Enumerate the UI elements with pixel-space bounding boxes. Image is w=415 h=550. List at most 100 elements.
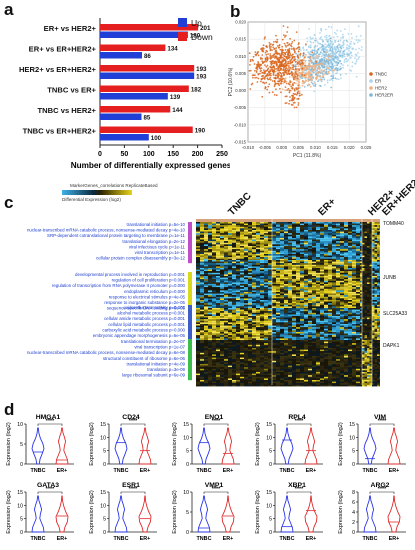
- heatmap-cell: [316, 288, 320, 291]
- heatmap-cell: [300, 260, 304, 262]
- heatmap-cell: [367, 298, 370, 300]
- heatmap-cell: [348, 288, 352, 291]
- heatmap-cell: [300, 258, 304, 261]
- heatmap-cell: [256, 274, 260, 276]
- scatter-point: [294, 71, 297, 74]
- heatmap-cell: [320, 279, 324, 281]
- scatter-point: [319, 70, 321, 73]
- heatmap-cell: [292, 249, 296, 251]
- heatmap-cell: [232, 234, 236, 237]
- heatmap-cell: [352, 234, 356, 237]
- scatter-point: [278, 44, 281, 47]
- heatmap-cell: [372, 231, 375, 234]
- heatmap-cell: [344, 258, 348, 261]
- heatmap-cell: [212, 263, 216, 265]
- heatmap-cell: [284, 261, 288, 264]
- heatmap-cell: [252, 311, 256, 313]
- heatmap-cell: [344, 228, 348, 230]
- heatmap-cell: [288, 260, 292, 262]
- y-tick-label: -0.005: [234, 105, 247, 110]
- heatmap-cell: [284, 254, 288, 256]
- heatmap-cell: [208, 309, 212, 312]
- scatter-point: [316, 75, 318, 78]
- scatter-point: [272, 71, 275, 74]
- scatter-point: [334, 56, 336, 59]
- heatmap-cell: [320, 269, 324, 272]
- scatter-point: [312, 41, 315, 44]
- heatmap-cell: [244, 295, 248, 297]
- heatmap-cell: [228, 223, 232, 226]
- heatmap-cell: [200, 222, 204, 224]
- heatmap-cell: [272, 271, 276, 273]
- scatter-point: [248, 52, 251, 55]
- heatmap-cell: [216, 263, 220, 265]
- heatmap-cell: [367, 274, 370, 276]
- heatmap-cell: [228, 317, 232, 320]
- heatmap-cell: [324, 252, 328, 254]
- heatmap-cell: [260, 258, 264, 261]
- heatmap-cell: [372, 255, 375, 258]
- heatmap-cell: [276, 279, 280, 281]
- heatmap-cell: [232, 250, 236, 253]
- heatmap-cell: [356, 264, 360, 267]
- heatmap-cell: [256, 260, 260, 262]
- heatmap-cell: [244, 317, 248, 320]
- heatmap-cell: [364, 269, 367, 272]
- heatmap-cell: [212, 303, 216, 305]
- scatter-point: [284, 102, 287, 105]
- scatter-point: [278, 59, 280, 62]
- heatmap-cell: [240, 284, 244, 286]
- heatmap-cell: [224, 223, 228, 226]
- scatter-point: [295, 48, 298, 50]
- heatmap-cell: [336, 314, 340, 316]
- heatmap-cell: [369, 242, 372, 245]
- scatter-point: [355, 35, 358, 38]
- heatmap-cell: [228, 234, 232, 237]
- heatmap-cell: [308, 247, 312, 250]
- heatmap-cell: [367, 249, 370, 251]
- heatmap-cell: [374, 276, 377, 278]
- scatter-point: [312, 69, 314, 71]
- heatmap-cell: [296, 300, 300, 302]
- heatmap-cell: [336, 271, 340, 273]
- heatmap-cell: [364, 268, 367, 270]
- heatmap-cell: [362, 231, 365, 234]
- heatmap-cell: [260, 296, 264, 299]
- heatmap-cell: [320, 280, 324, 283]
- scatter-point: [258, 65, 261, 67]
- heatmap-cell: [324, 298, 328, 300]
- scatter-point: [328, 44, 330, 46]
- scatter-point: [296, 74, 299, 77]
- heatmap-cell: [296, 255, 300, 258]
- scatter-point: [286, 31, 289, 33]
- heatmap-cell: [272, 266, 276, 268]
- scatter-point: [337, 58, 339, 61]
- heatmap-cell: [356, 314, 360, 316]
- heatmap-cell: [256, 282, 260, 284]
- heatmap-cell: [208, 290, 212, 292]
- heatmap-cell: [316, 290, 320, 292]
- scatter-point: [294, 65, 297, 68]
- heatmap-cell: [362, 308, 365, 310]
- heatmap-cell: [379, 241, 380, 243]
- heatmap-cell: [296, 263, 300, 265]
- heatmap-cell: [220, 314, 224, 316]
- heatmap-cell: [260, 309, 264, 312]
- heatmap-cell: [228, 268, 232, 270]
- heatmap-cell: [252, 238, 256, 240]
- heatmap-cell: [316, 309, 320, 312]
- heatmap-cell: [252, 231, 256, 234]
- scatter-point: [326, 59, 328, 61]
- x-tick-label: -0.005: [259, 145, 272, 150]
- heatmap-cell: [344, 279, 348, 281]
- heatmap-cell: [268, 316, 272, 318]
- bar-down: [100, 24, 199, 31]
- heatmap-cell: [352, 288, 356, 291]
- heatmap-cell: [216, 255, 220, 258]
- heatmap-cell: [220, 293, 224, 296]
- scatter-point: [307, 71, 309, 74]
- heatmap-cell: [336, 276, 340, 278]
- heatmap-cell: [374, 280, 377, 283]
- heatmap-cell: [248, 233, 252, 235]
- heatmap-cell: [232, 269, 236, 272]
